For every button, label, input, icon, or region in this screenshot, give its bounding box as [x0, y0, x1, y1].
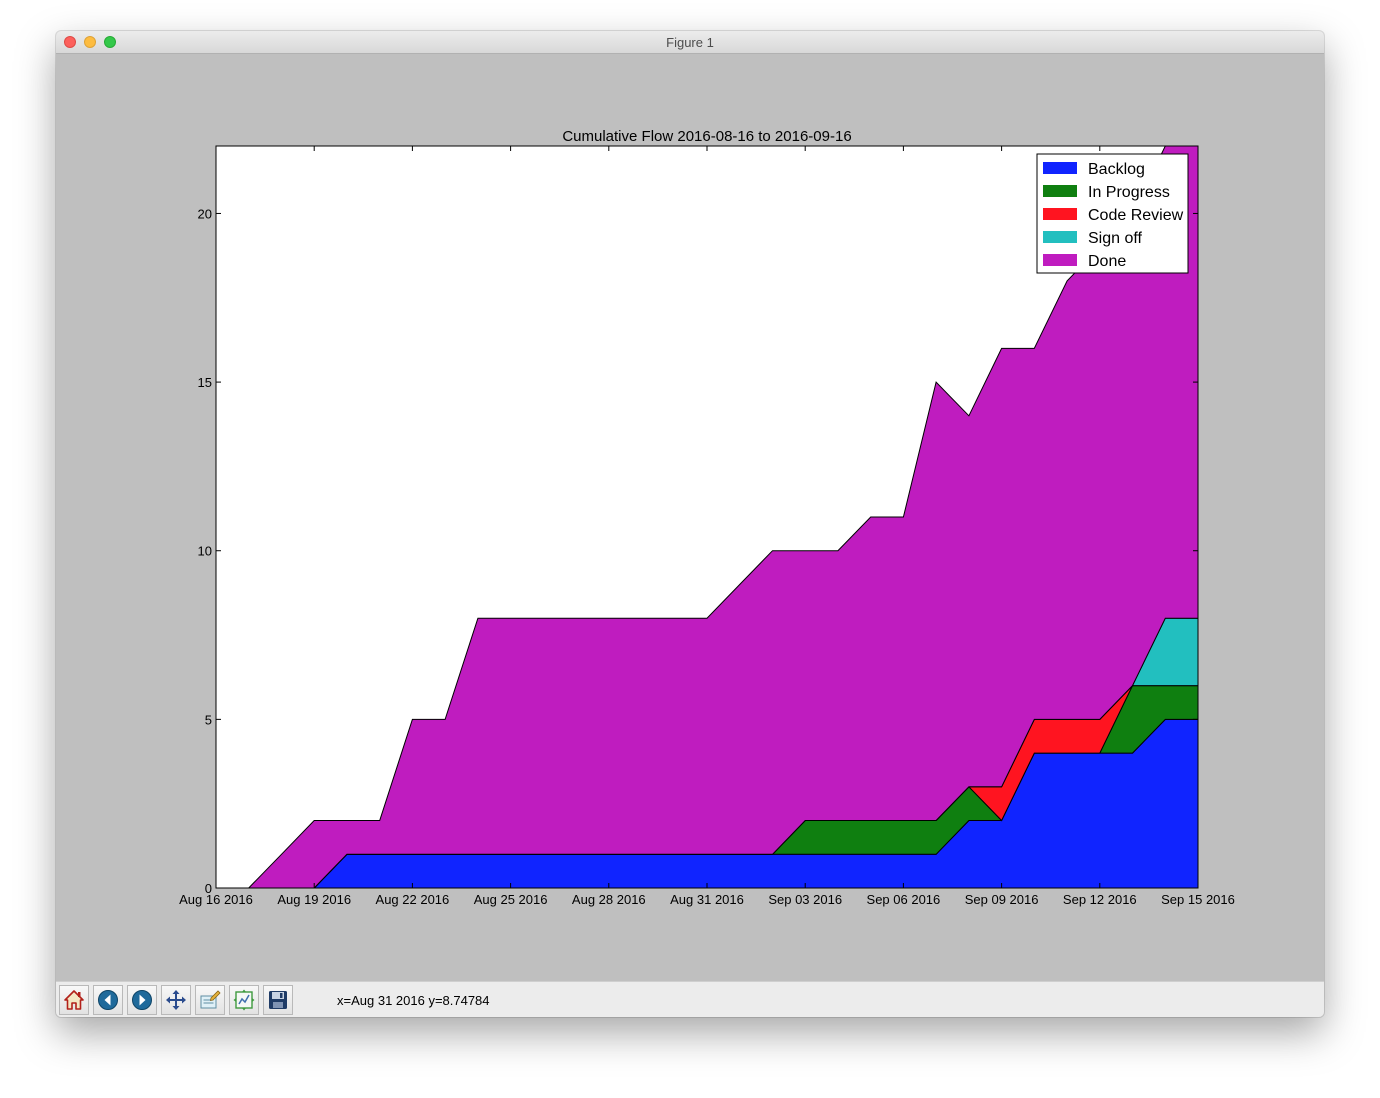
- legend-label: In Progress: [1088, 184, 1170, 201]
- legend-swatch: [1043, 185, 1077, 197]
- x-tick-label: Aug 22 2016: [376, 892, 450, 907]
- forward-button[interactable]: [127, 985, 157, 1015]
- zoom-window-button[interactable]: [104, 36, 116, 48]
- x-tick-label: Sep 06 2016: [867, 892, 941, 907]
- legend-label: Sign off: [1088, 230, 1143, 247]
- legend-label: Backlog: [1088, 161, 1145, 178]
- x-tick-label: Aug 25 2016: [474, 892, 548, 907]
- zoom-button[interactable]: [195, 985, 225, 1015]
- legend-label: Done: [1088, 253, 1126, 270]
- x-tick-label: Aug 16 2016: [179, 892, 253, 907]
- subplots-button[interactable]: [229, 985, 259, 1015]
- cumulative-flow-chart: Cumulative Flow 2016-08-16 to 2016-09-16…: [179, 128, 1235, 907]
- x-tick-label: Aug 28 2016: [572, 892, 646, 907]
- legend-swatch: [1043, 254, 1077, 266]
- subplots-icon: [233, 989, 255, 1011]
- y-tick-label: 10: [198, 544, 212, 559]
- save-button[interactable]: [263, 985, 293, 1015]
- legend-swatch: [1043, 162, 1077, 174]
- x-tick-label: Sep 03 2016: [768, 892, 842, 907]
- home-button[interactable]: [59, 985, 89, 1015]
- minimize-window-button[interactable]: [84, 36, 96, 48]
- figure-canvas[interactable]: Cumulative Flow 2016-08-16 to 2016-09-16…: [56, 54, 1324, 981]
- x-tick-label: Sep 15 2016: [1161, 892, 1235, 907]
- legend-label: Code Review: [1088, 207, 1184, 224]
- figure-window: Figure 1 Cumulative Flow 2016-08-16 to 2…: [56, 31, 1324, 1017]
- y-tick-label: 5: [205, 712, 212, 727]
- legend-swatch: [1043, 231, 1077, 243]
- y-tick-label: 20: [198, 206, 212, 221]
- window-title: Figure 1: [666, 35, 714, 50]
- title-bar: Figure 1: [56, 31, 1324, 54]
- move-icon: [166, 990, 186, 1010]
- forward-arrow-icon: [132, 990, 152, 1010]
- legend: Backlog In Progress Code Review Sign off Don…: [1036, 153, 1189, 274]
- navigation-toolbar: x=Aug 31 2016 y=8.74784: [56, 981, 1324, 1017]
- axis-ticks: 0 5 10 15 20 Aug 16 2016 Aug 19 2016 Aug 22 201…: [179, 146, 1235, 907]
- x-tick-label: Sep 09 2016: [965, 892, 1039, 907]
- back-arrow-icon: [98, 990, 118, 1010]
- y-tick-label: 0: [205, 881, 212, 896]
- chart-title: Cumulative Flow 2016-08-16 to 2016-09-16: [562, 128, 851, 145]
- x-tick-label: Aug 19 2016: [277, 892, 351, 907]
- save-icon: [269, 991, 287, 1009]
- pan-button[interactable]: [161, 985, 191, 1015]
- zoom-rect-icon: [200, 990, 221, 1009]
- legend-swatch: [1043, 208, 1077, 220]
- cursor-coordinates: x=Aug 31 2016 y=8.74784: [337, 993, 490, 1008]
- home-icon: [64, 990, 84, 1010]
- y-tick-label: 15: [198, 375, 212, 390]
- x-tick-label: Aug 31 2016: [670, 892, 744, 907]
- close-window-button[interactable]: [64, 36, 76, 48]
- x-tick-label: Sep 12 2016: [1063, 892, 1137, 907]
- back-button[interactable]: [93, 985, 123, 1015]
